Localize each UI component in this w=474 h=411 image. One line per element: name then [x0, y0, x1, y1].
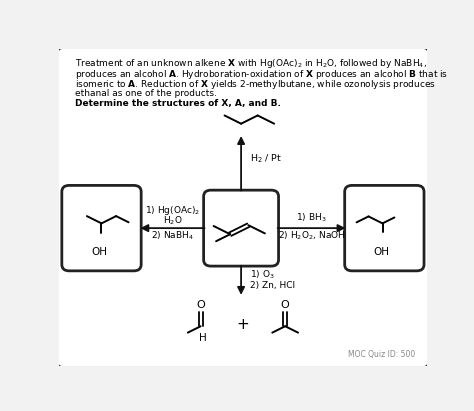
Text: O: O: [196, 300, 205, 310]
Text: 2) NaBH$_4$: 2) NaBH$_4$: [151, 230, 194, 242]
Text: Treatment of an unknown alkene $\mathbf{X}$ with Hg(OAc)$_2$ in H$_2$O, followed: Treatment of an unknown alkene $\mathbf{…: [75, 57, 427, 70]
Text: 1) Hg(OAc)$_2$: 1) Hg(OAc)$_2$: [145, 204, 200, 217]
Text: H: H: [199, 333, 206, 343]
Text: H$_2$ / Pt: H$_2$ / Pt: [250, 152, 283, 165]
Text: MOC Quiz ID: 500: MOC Quiz ID: 500: [348, 350, 416, 359]
FancyBboxPatch shape: [204, 190, 279, 266]
FancyBboxPatch shape: [57, 47, 429, 368]
Text: produces an alcohol $\mathbf{A}$. Hydroboration-oxidation of $\mathbf{X}$ produc: produces an alcohol $\mathbf{A}$. Hydrob…: [75, 68, 448, 81]
Text: 2) Zn, HCl: 2) Zn, HCl: [250, 282, 295, 291]
Text: OH: OH: [374, 247, 390, 258]
Text: OH: OH: [91, 247, 108, 258]
Text: H$_2$O: H$_2$O: [163, 215, 182, 227]
Text: 1) BH$_3$: 1) BH$_3$: [296, 212, 327, 224]
Text: 2) H$_2$O$_2$, NaOH: 2) H$_2$O$_2$, NaOH: [278, 230, 346, 242]
Text: isomeric to $\mathbf{A}$. Reduction of $\mathbf{X}$ yields 2-methylbutane, while: isomeric to $\mathbf{A}$. Reduction of $…: [75, 78, 436, 91]
Text: 1) O$_3$: 1) O$_3$: [250, 268, 275, 281]
Text: ethanal as one of the products.: ethanal as one of the products.: [75, 88, 217, 97]
FancyBboxPatch shape: [345, 185, 424, 271]
Text: O: O: [281, 300, 290, 310]
Text: Determine the structures of X, A, and B.: Determine the structures of X, A, and B.: [75, 99, 281, 108]
FancyBboxPatch shape: [62, 185, 141, 271]
Text: +: +: [237, 317, 249, 332]
